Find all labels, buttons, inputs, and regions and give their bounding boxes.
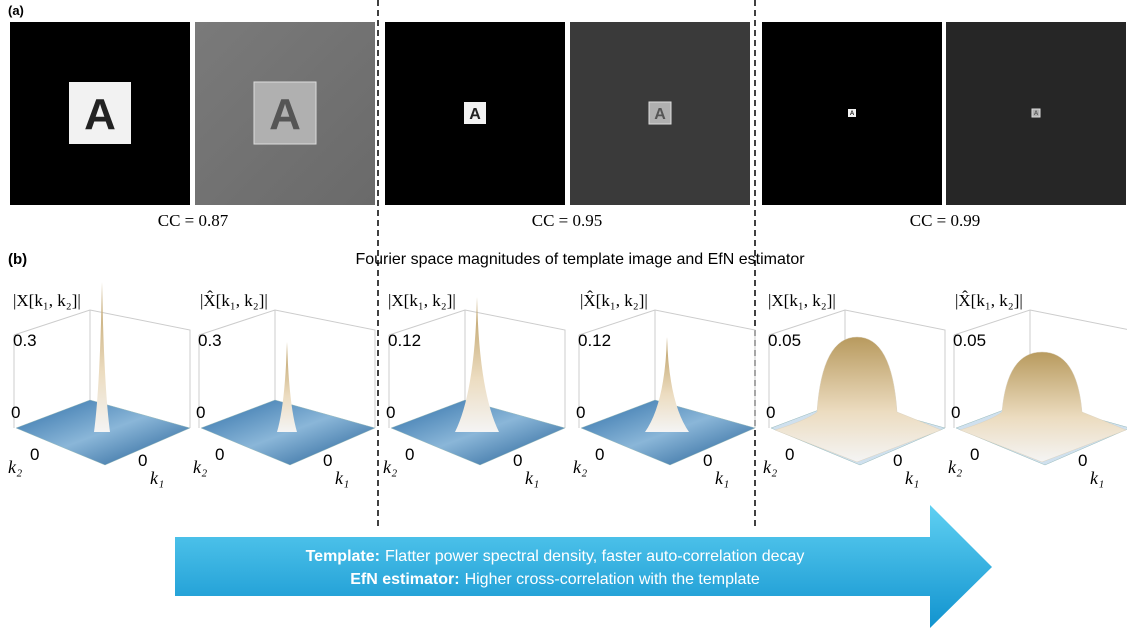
k1-zero: 0 [893, 451, 902, 470]
image-letter: A [654, 106, 666, 123]
arrow-line: Flatter power spectral density, faster a… [385, 548, 804, 565]
k2-label: k₂ [8, 457, 22, 477]
z-label: |X[k₁, k₂]| [388, 291, 456, 310]
z-tick: 0.05 [953, 331, 986, 350]
k1-zero: 0 [1078, 451, 1087, 470]
k2-zero: 0 [595, 445, 604, 464]
z-tick: 0.12 [578, 331, 611, 350]
image-letter: A [269, 90, 301, 139]
z-tick: 0 [951, 403, 960, 422]
arrow [175, 505, 992, 628]
arrow-line: Higher cross-correlation with the templa… [465, 571, 760, 588]
k2-label: k₂ [948, 457, 962, 477]
k2-zero: 0 [30, 445, 39, 464]
image-letter: A [850, 111, 855, 117]
k1-label: k₁ [525, 468, 539, 488]
panel-title: Fourier space magnitudes of template ima… [355, 251, 805, 268]
z-tick: 0.3 [13, 331, 37, 350]
z-tick: 0 [11, 403, 20, 422]
k2-label: k₂ [383, 457, 397, 477]
k1-zero: 0 [703, 451, 712, 470]
panel-label: (b) [8, 251, 27, 268]
z-tick: 0 [576, 403, 585, 422]
k2-label: k₂ [763, 457, 777, 477]
k1-label: k₁ [335, 468, 349, 488]
k1-label: k₁ [715, 468, 729, 488]
image-letter: A [84, 90, 116, 139]
k1-zero: 0 [323, 451, 332, 470]
z-label: |X̂[k₁, k₂]| [580, 291, 648, 310]
k2-zero: 0 [785, 445, 794, 464]
k1-label: k₁ [905, 468, 919, 488]
k2-zero: 0 [405, 445, 414, 464]
z-tick: 0.05 [768, 331, 801, 350]
arrow-bold: Template: [306, 548, 380, 565]
arrow-bold: EfN estimator: [350, 571, 459, 588]
k2-zero: 0 [970, 445, 979, 464]
z-tick: 0 [196, 403, 205, 422]
k1-zero: 0 [513, 451, 522, 470]
cc-label: CC = 0.99 [910, 211, 981, 230]
z-label: |X[k₁, k₂]| [768, 291, 836, 310]
cc-label: CC = 0.95 [532, 211, 603, 230]
figure: (a) (b) Fourier space magnitudes of temp… [0, 0, 1127, 629]
image-letter: A [469, 106, 481, 123]
k1-label: k₁ [150, 468, 164, 488]
k1-label: k₁ [1090, 468, 1104, 488]
z-label: |X̂[k₁, k₂]| [200, 291, 268, 310]
z-tick: 0 [766, 403, 775, 422]
z-label: |X̂[k₁, k₂]| [955, 291, 1023, 310]
z-label: |X[k₁, k₂]| [13, 291, 81, 310]
k2-label: k₂ [573, 457, 587, 477]
panel-label: (a) [8, 3, 24, 18]
surface-peak [775, 337, 941, 462]
image-letter: A [1034, 111, 1039, 117]
z-tick: 0.12 [388, 331, 421, 350]
k1-zero: 0 [138, 451, 147, 470]
z-tick: 0 [386, 403, 395, 422]
arrow-text: EfN estimator: Higher cross-correlation w… [350, 571, 760, 588]
z-tick: 0.3 [198, 331, 222, 350]
k2-zero: 0 [215, 445, 224, 464]
k2-label: k₂ [193, 457, 207, 477]
cc-label: CC = 0.87 [158, 211, 229, 230]
surface-peak [960, 352, 1126, 462]
